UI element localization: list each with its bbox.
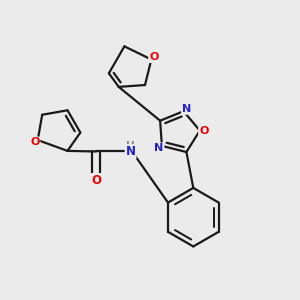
Text: O: O bbox=[30, 137, 39, 147]
Text: O: O bbox=[149, 52, 158, 62]
Text: O: O bbox=[91, 174, 101, 187]
Text: N: N bbox=[182, 104, 191, 114]
Text: N: N bbox=[126, 145, 136, 158]
Text: N: N bbox=[154, 143, 164, 153]
Text: H: H bbox=[126, 141, 135, 151]
Text: O: O bbox=[199, 126, 208, 136]
